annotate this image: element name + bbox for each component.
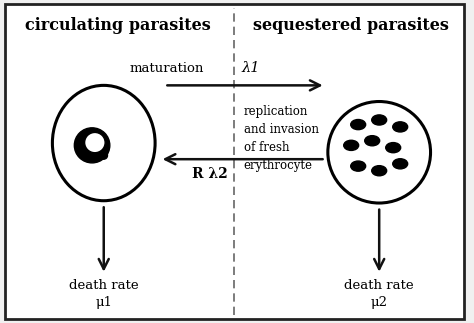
Ellipse shape xyxy=(351,120,365,130)
Circle shape xyxy=(328,101,430,203)
Text: replication
and invasion
of fresh
erythrocyte: replication and invasion of fresh erythr… xyxy=(244,105,319,172)
Ellipse shape xyxy=(344,140,359,151)
FancyBboxPatch shape xyxy=(5,4,464,319)
Text: death rate
μ2: death rate μ2 xyxy=(345,279,414,309)
Text: R λ2: R λ2 xyxy=(192,168,228,182)
Text: circulating parasites: circulating parasites xyxy=(25,17,210,34)
Text: maturation: maturation xyxy=(130,62,204,75)
Circle shape xyxy=(100,152,108,159)
Ellipse shape xyxy=(393,159,408,169)
Ellipse shape xyxy=(351,161,365,171)
Ellipse shape xyxy=(393,122,408,132)
Ellipse shape xyxy=(372,166,387,176)
Circle shape xyxy=(74,128,110,163)
Ellipse shape xyxy=(372,115,387,125)
Text: death rate
μ1: death rate μ1 xyxy=(69,279,138,309)
Ellipse shape xyxy=(53,85,155,201)
Ellipse shape xyxy=(386,142,401,153)
Ellipse shape xyxy=(365,136,380,146)
Text: sequestered parasites: sequestered parasites xyxy=(253,17,449,34)
Circle shape xyxy=(84,132,105,153)
Text: λ1: λ1 xyxy=(241,61,260,75)
